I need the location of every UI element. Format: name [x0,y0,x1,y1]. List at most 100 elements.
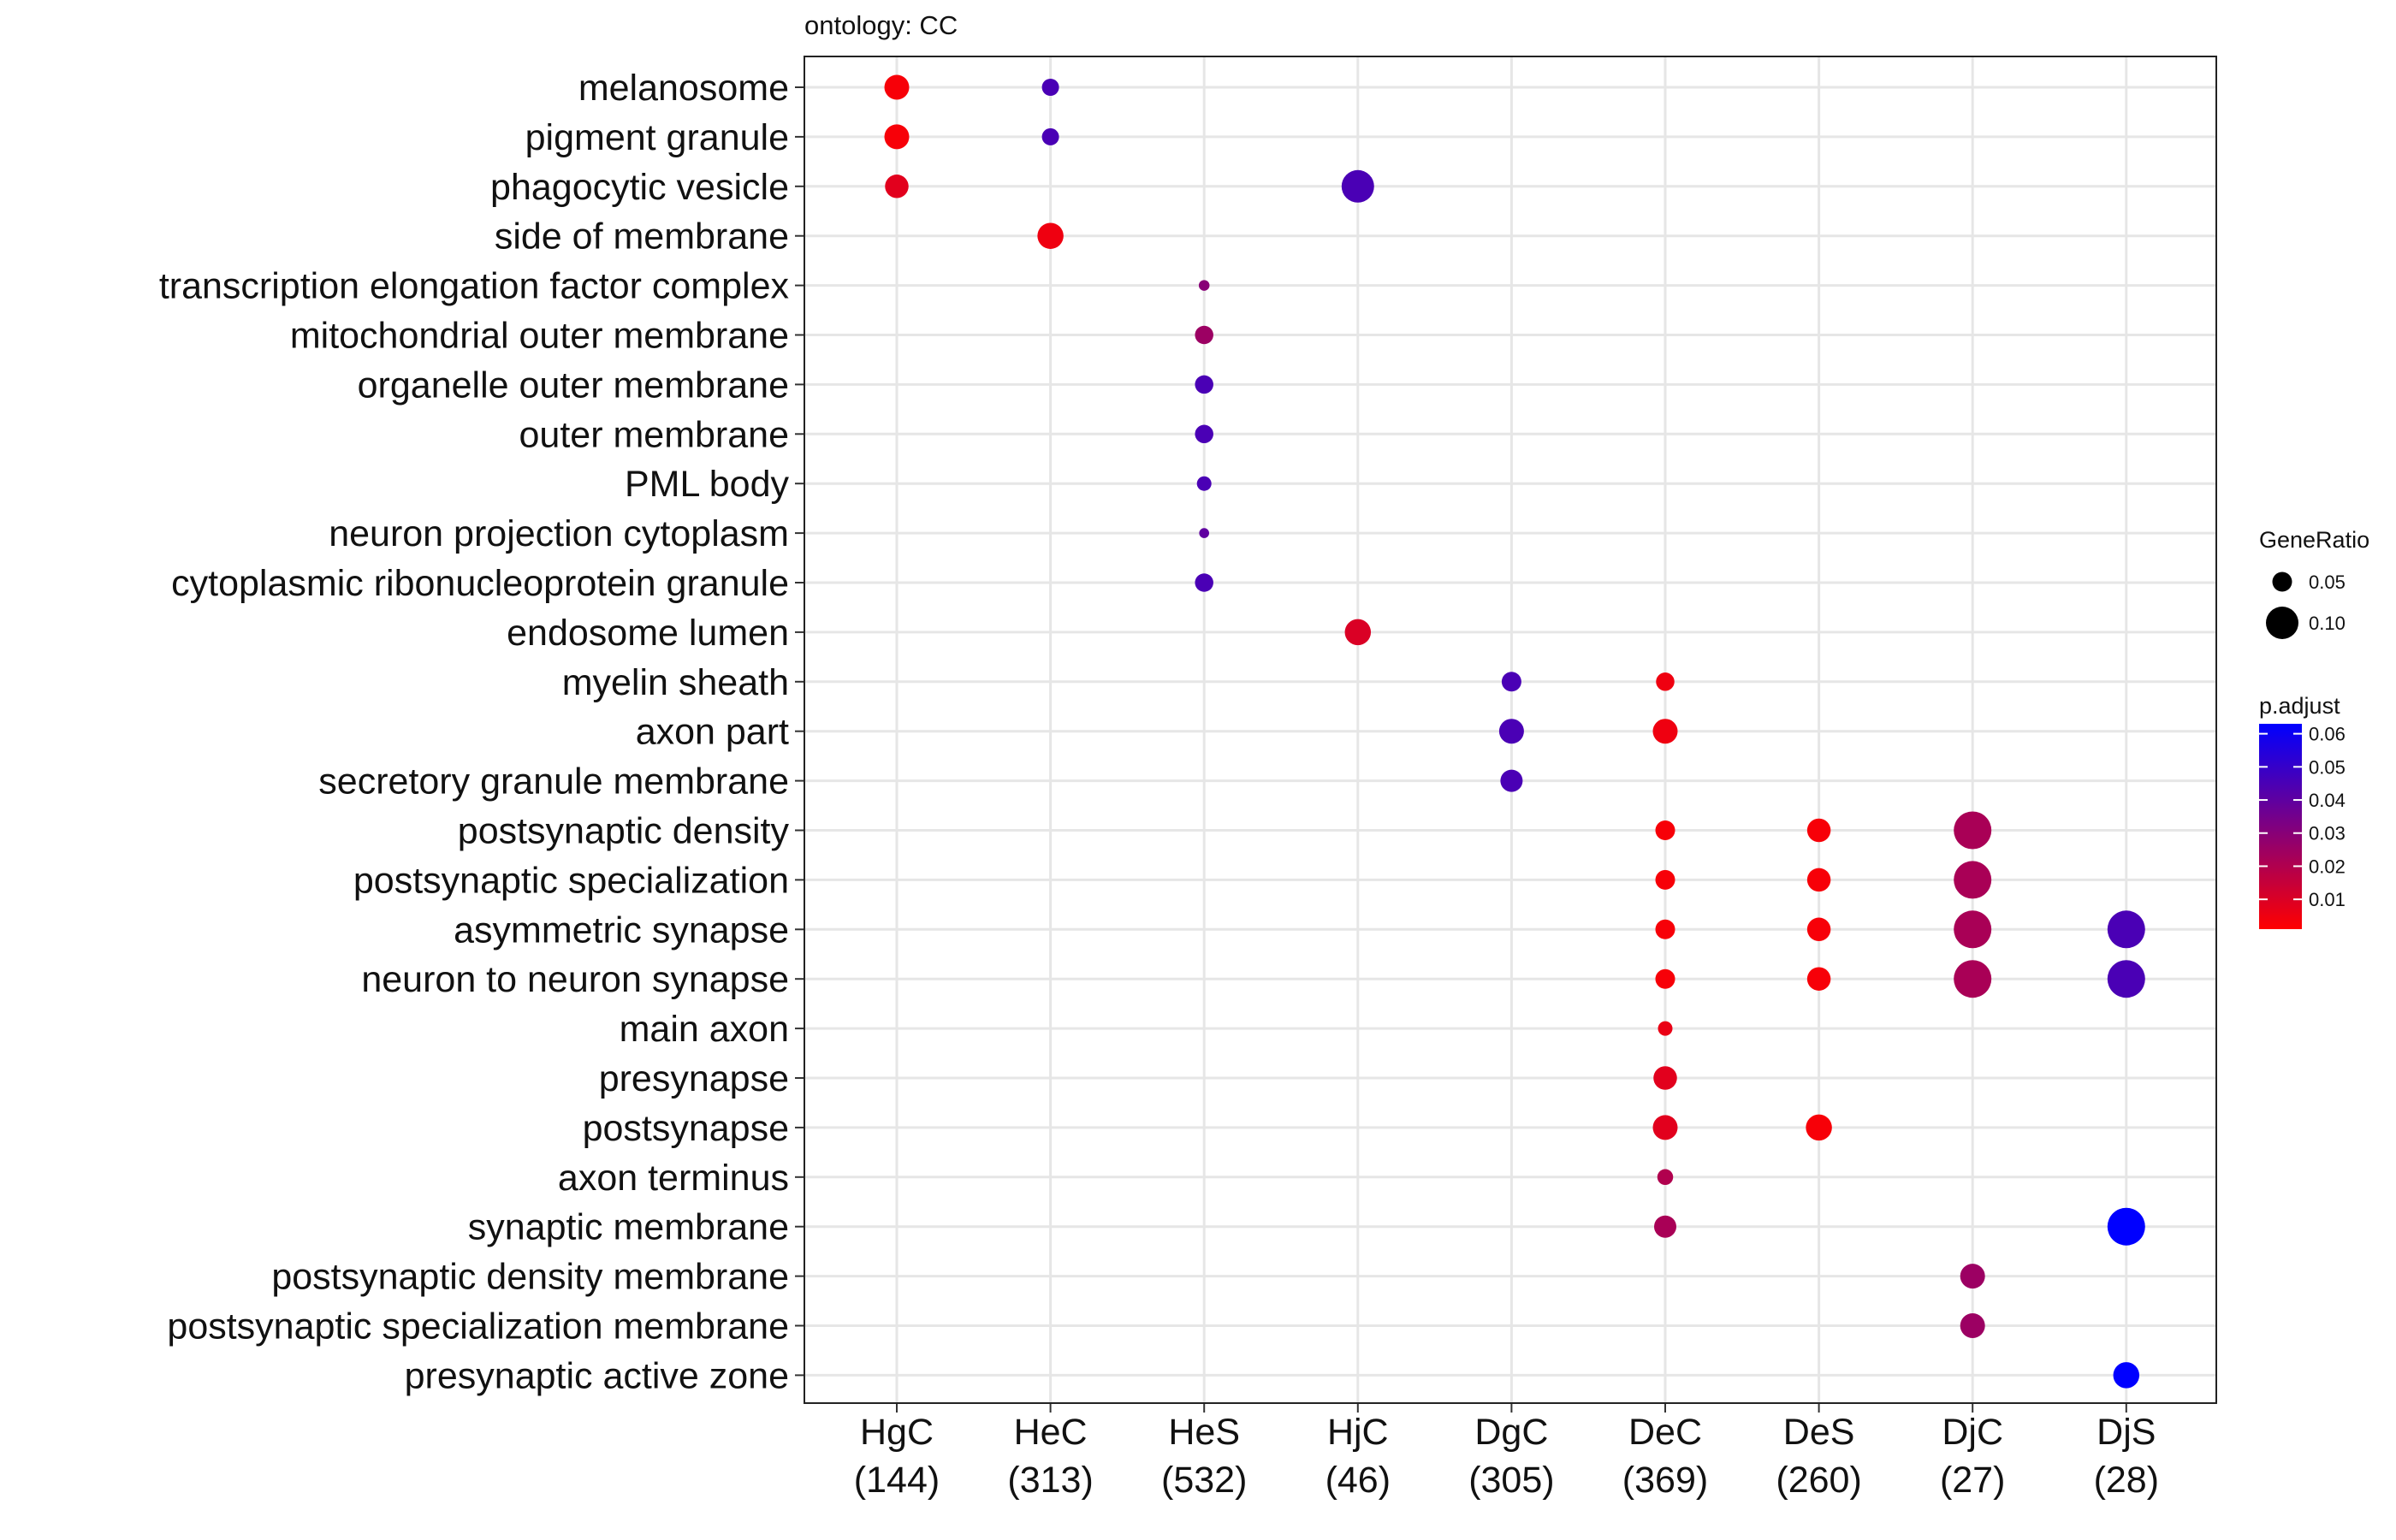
x-tick-label: (144) [854,1460,940,1501]
data-point [1954,811,1992,850]
y-tick-label: synaptic membrane [468,1207,789,1248]
x-tick-label: DjC [1942,1412,2003,1453]
data-point [1195,375,1213,394]
x-tick-label: (46) [1326,1460,1391,1501]
data-point [1806,967,1831,991]
y-tick-label: mitochondrial outer membrane [290,316,789,357]
size-legend-label: 0.10 [2309,613,2346,634]
data-point [1195,424,1213,444]
data-point [1657,1169,1674,1186]
x-tick-label: HeS [1168,1412,1240,1453]
data-point [1501,672,1521,692]
x-tick-label: HjC [1327,1412,1389,1453]
data-point [885,175,909,198]
data-point [1195,573,1213,592]
data-point [1954,960,1992,998]
y-tick-label: secretory granule membrane [318,761,789,803]
color-legend-label: 0.06 [2309,724,2346,745]
y-tick-label: cytoplasmic ribonucleoprotein granule [171,563,789,604]
y-tick-label: axon part [636,712,789,753]
data-point [1652,1115,1678,1140]
color-legend-label: 0.01 [2309,889,2346,910]
x-tick-label: DeS [1783,1412,1855,1453]
data-point [1655,919,1675,939]
data-point [1806,917,1831,942]
data-point [1654,1215,1676,1238]
y-tick-label: side of membrane [495,216,789,258]
data-point [1806,1114,1832,1141]
data-point [1954,861,1992,899]
size-legend-keys: 0.05 0.10 [2266,572,2346,639]
data-point [1041,79,1059,96]
size-legend-dot [2266,607,2298,639]
y-tick-label: organelle outer membrane [358,364,789,406]
data-point [2113,1362,2140,1389]
y-tick-label: outer membrane [519,414,790,455]
x-axis-labels: HgC (144) HeC (313) HeS (532) HjC (46) DgC (305) D… [854,1403,2159,1501]
data-point [1653,1066,1677,1090]
y-tick-label: axon terminus [558,1158,789,1199]
x-tick-label: (28) [2094,1460,2159,1501]
y-tick-label: postsynaptic density [458,811,790,852]
color-legend-label: 0.05 [2309,756,2346,778]
plot-grid [804,56,2216,1403]
x-tick-label: (369) [1622,1460,1708,1501]
color-legend-label: 0.03 [2309,823,2346,844]
x-tick-label: HgC [860,1412,934,1453]
y-axis-labels: melanosome pigment granule phagocytic vesi… [159,68,804,1396]
y-tick-label: PML body [625,464,790,505]
data-point [1198,280,1210,291]
color-legend-ticks: 0.06 0.05 0.04 0.03 0.02 0.01 [2259,724,2346,910]
data-point [1806,868,1831,892]
x-tick-label: DgC [1474,1412,1548,1453]
data-point [1037,222,1064,249]
data-point [1344,619,1372,646]
data-point [1655,869,1675,890]
data-point [1658,1021,1673,1036]
data-point [2107,1207,2145,1246]
y-tick-label: postsynaptic density membrane [271,1257,789,1298]
data-point [1500,769,1523,792]
y-tick-label: melanosome [578,68,789,109]
data-point [1199,528,1209,538]
y-tick-label: postsynapse [583,1108,789,1149]
y-tick-label: postsynaptic specialization membrane [167,1306,789,1348]
y-tick-label: phagocytic vesicle [490,167,789,208]
data-point [1960,1313,1985,1338]
data-point [2107,960,2145,998]
data-point [884,124,910,150]
legend: GeneRatio 0.05 0.10 p.adjust 0.06 0.05 0.04… [2259,527,2369,929]
color-legend-label: 0.02 [2309,856,2346,877]
data-point [1195,325,1213,345]
y-tick-label: myelin sheath [562,662,789,703]
data-point [1655,968,1675,989]
data-point [1196,476,1212,491]
data-point [1806,818,1831,843]
color-legend-bar [2259,724,2302,929]
x-tick-label: (532) [1161,1460,1247,1501]
x-tick-label: (313) [1007,1460,1093,1501]
data-point [1960,1264,1985,1289]
x-tick-label: (260) [1776,1460,1861,1501]
data-point [1041,127,1059,145]
data-point [1498,719,1524,744]
size-legend-title: GeneRatio [2259,527,2369,553]
data-point [1656,672,1675,691]
y-tick-label: presynaptic active zone [405,1355,789,1396]
y-tick-label: transcription elongation factor complex [159,266,790,307]
x-tick-label: DjS [2096,1412,2156,1453]
x-tick-label: (305) [1468,1460,1554,1501]
data-point [1341,169,1374,203]
color-legend-title: p.adjust [2259,693,2340,719]
color-legend-label: 0.04 [2309,790,2346,811]
y-tick-label: main axon [620,1009,789,1050]
data-point [884,74,910,100]
data-point [1655,820,1675,840]
data-points [884,74,2145,1389]
y-tick-label: neuron to neuron synapse [361,959,789,1000]
y-tick-label: neuron projection cytoplasm [329,513,789,554]
data-point [1954,910,1992,949]
chart-subtitle: ontology: CC [804,10,958,40]
y-tick-label: pigment granule [525,117,789,158]
